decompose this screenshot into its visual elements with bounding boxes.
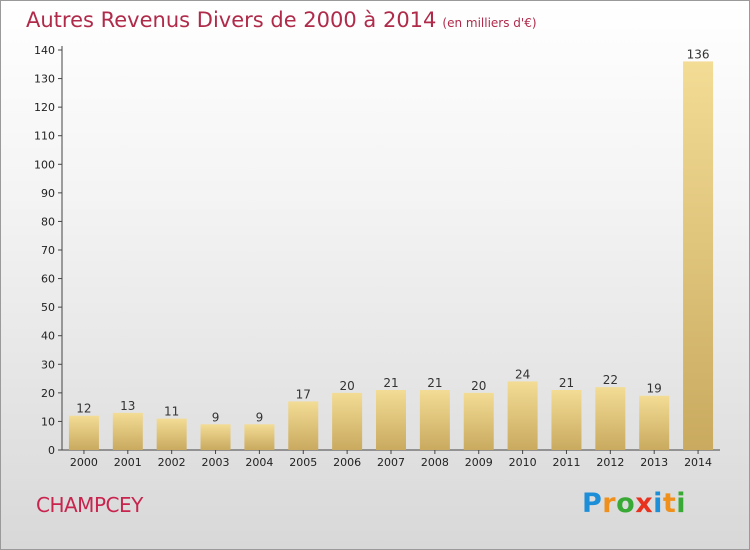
x-tick-label: 2002 bbox=[158, 456, 186, 469]
chart-title: Autres Revenus Divers de 2000 à 2014 (en … bbox=[26, 8, 537, 32]
data-label: 21 bbox=[383, 376, 398, 390]
x-tick-label: 2007 bbox=[377, 456, 405, 469]
x-tick-label: 2004 bbox=[245, 456, 273, 469]
data-label: 20 bbox=[339, 379, 354, 393]
logo-letter: P bbox=[582, 488, 603, 519]
x-tick-label: 2008 bbox=[421, 456, 449, 469]
y-tick-label: 20 bbox=[41, 387, 55, 400]
bar bbox=[244, 424, 275, 450]
y-tick-label: 80 bbox=[41, 215, 55, 228]
bar bbox=[68, 415, 99, 450]
data-label: 11 bbox=[164, 405, 179, 419]
logo-letter: x bbox=[635, 488, 654, 519]
y-tick-label: 140 bbox=[34, 44, 55, 57]
x-tick-label: 2006 bbox=[333, 456, 361, 469]
bar bbox=[683, 61, 714, 451]
bar bbox=[112, 412, 143, 450]
y-tick-label: 0 bbox=[48, 444, 55, 457]
x-tick-label: 2011 bbox=[552, 456, 580, 469]
chart-title-text: Autres Revenus Divers de 2000 à 2014 bbox=[26, 8, 437, 32]
logo-letter: t bbox=[662, 488, 677, 519]
bar bbox=[595, 387, 626, 450]
data-label: 24 bbox=[515, 367, 530, 381]
y-tick-label: 30 bbox=[41, 358, 55, 371]
x-tick-label: 2010 bbox=[509, 456, 537, 469]
data-label: 17 bbox=[296, 387, 311, 401]
proxiti-logo[interactable]: Proxiti bbox=[582, 488, 686, 519]
bar bbox=[463, 392, 494, 450]
x-tick-label: 2000 bbox=[70, 456, 98, 469]
logo-letter: i bbox=[676, 488, 687, 519]
x-tick-label: 2013 bbox=[640, 456, 668, 469]
y-tick-label: 50 bbox=[41, 301, 55, 314]
bar bbox=[288, 401, 319, 450]
bar bbox=[156, 418, 187, 450]
data-label: 12 bbox=[76, 402, 91, 416]
bar bbox=[376, 390, 406, 450]
y-tick-label: 100 bbox=[34, 158, 55, 171]
y-tick-label: 90 bbox=[41, 187, 55, 200]
y-tick-label: 10 bbox=[41, 415, 55, 428]
logo-letter: i bbox=[653, 488, 663, 519]
bar bbox=[419, 390, 450, 450]
bar bbox=[639, 395, 670, 450]
data-label: 9 bbox=[256, 410, 264, 424]
x-tick-label: 2005 bbox=[289, 456, 317, 469]
data-label: 22 bbox=[603, 373, 618, 387]
y-tick-label: 120 bbox=[34, 101, 55, 114]
y-tick-label: 40 bbox=[41, 330, 55, 343]
x-tick-label: 2014 bbox=[684, 456, 712, 469]
chart-unit: (en milliers d'€) bbox=[442, 16, 537, 30]
data-label: 136 bbox=[687, 47, 710, 61]
x-tick-label: 2012 bbox=[596, 456, 624, 469]
data-label: 13 bbox=[120, 399, 135, 413]
y-tick-label: 70 bbox=[41, 244, 55, 257]
y-tick-label: 130 bbox=[34, 73, 55, 86]
data-label: 21 bbox=[427, 376, 442, 390]
data-label: 9 bbox=[212, 410, 220, 424]
logo-letter: r bbox=[602, 488, 617, 519]
value-labels: 12 13 11 9 9 17 20 21 21 20 24 21 22 19 136 bbox=[76, 47, 709, 424]
bar bbox=[332, 392, 363, 450]
bar bbox=[200, 424, 231, 450]
logo-letter: o bbox=[616, 488, 636, 519]
bar-series bbox=[68, 61, 714, 451]
bar bbox=[507, 381, 538, 450]
place-name: CHAMPCEY bbox=[36, 493, 143, 517]
x-tick-label: 2003 bbox=[202, 456, 230, 469]
y-tick-label: 60 bbox=[41, 273, 55, 286]
x-tick-label: 2009 bbox=[465, 456, 493, 469]
y-tick-label: 110 bbox=[34, 130, 55, 143]
bar bbox=[551, 390, 582, 450]
data-label: 20 bbox=[471, 379, 486, 393]
data-label: 21 bbox=[559, 376, 574, 390]
x-tick-label: 2001 bbox=[114, 456, 142, 469]
data-label: 19 bbox=[647, 382, 662, 396]
